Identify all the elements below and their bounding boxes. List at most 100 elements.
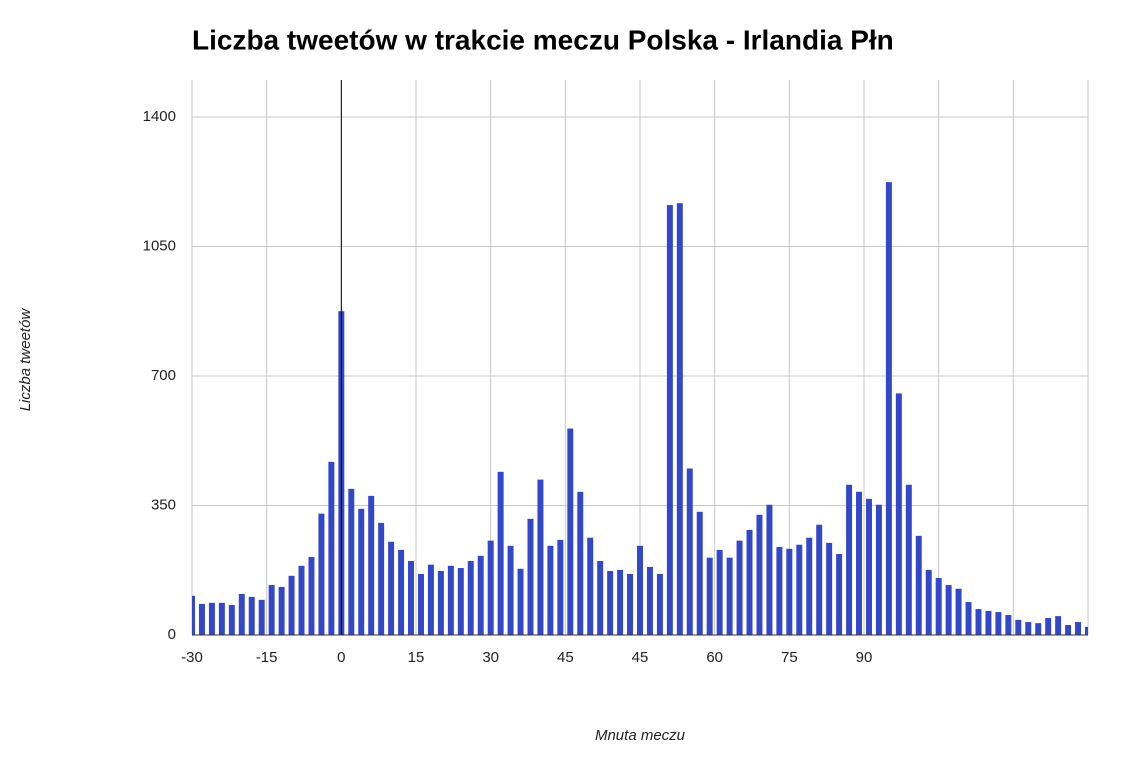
bar: [587, 537, 594, 635]
bar: [965, 602, 972, 635]
y-tick-label: 1050: [143, 237, 176, 254]
bar: [875, 504, 882, 635]
bar: [368, 495, 375, 635]
bar: [706, 557, 713, 635]
bar: [417, 573, 424, 635]
bar: [398, 549, 405, 635]
y-tick-label: 1400: [143, 108, 176, 125]
bar: [1075, 622, 1082, 635]
bar: [716, 549, 723, 635]
bar: [796, 544, 803, 635]
x-tick-label: 15: [408, 649, 425, 666]
bar: [457, 568, 464, 635]
bar: [905, 484, 912, 635]
bar: [198, 603, 205, 635]
bar: [1005, 615, 1012, 635]
bar: [895, 393, 902, 635]
bar: [646, 566, 653, 635]
x-axis-label: Mnuta meczu: [595, 727, 686, 744]
bar: [637, 545, 643, 635]
bar: [786, 548, 793, 635]
chart-title: Liczba tweetów w trakcie meczu Polska - …: [192, 24, 894, 55]
bar: [378, 522, 385, 635]
bar: [567, 428, 574, 635]
x-tick-label: 90: [856, 649, 873, 666]
bar: [756, 514, 763, 635]
bar: [477, 555, 484, 635]
bar: [617, 569, 624, 635]
bar: [1055, 616, 1062, 635]
x-tick-label: -15: [256, 649, 278, 666]
bar: [258, 599, 265, 635]
x-tick-label: -30: [181, 649, 203, 666]
bar: [1015, 619, 1022, 635]
bar: [676, 203, 683, 635]
bar: [666, 205, 673, 635]
bar: [537, 479, 544, 635]
bar: [318, 513, 325, 635]
x-tick-label: 75: [781, 649, 798, 666]
bar: [348, 488, 355, 635]
bar: [288, 575, 295, 635]
bar: [358, 508, 365, 635]
bar: [856, 491, 863, 635]
bar: [836, 553, 843, 635]
bar: [746, 529, 753, 635]
bar: [517, 568, 524, 635]
bar: [248, 596, 255, 635]
bar: [1045, 617, 1052, 635]
bar: [736, 540, 743, 635]
bar: [627, 573, 634, 635]
bar: [925, 569, 932, 635]
x-tick-label: 45: [632, 649, 649, 666]
bar: [656, 573, 663, 635]
bar: [607, 570, 614, 635]
bar: [208, 602, 215, 635]
bar: [1025, 622, 1032, 635]
x-tick-label: 45: [557, 649, 574, 666]
bar: [408, 561, 415, 635]
bar: [557, 539, 564, 635]
x-tick-label: 30: [482, 649, 499, 666]
bar: [766, 504, 773, 635]
bar: [846, 484, 853, 635]
y-tick-label: 0: [168, 626, 176, 643]
y-axis-label: Liczba tweetów: [17, 308, 34, 412]
bar: [1035, 623, 1042, 635]
bar: [816, 524, 823, 635]
bar: [597, 561, 604, 635]
bar: [696, 511, 703, 635]
bar: [238, 593, 245, 635]
y-tick-label: 700: [151, 367, 176, 384]
bar: [826, 542, 833, 635]
bar: [218, 602, 225, 635]
bar: [192, 595, 195, 635]
bar: [298, 565, 305, 635]
bar: [547, 545, 554, 635]
bar: [228, 605, 235, 635]
bar: [1065, 625, 1072, 635]
bar: [915, 535, 922, 635]
bar: [726, 557, 733, 635]
bar: [487, 540, 494, 635]
bar: [427, 564, 434, 635]
bar: [447, 565, 454, 635]
bar: [278, 586, 285, 635]
bar: [865, 498, 872, 635]
bar: [328, 461, 335, 635]
bar: [975, 609, 982, 635]
bar: [577, 491, 584, 635]
bar: [955, 588, 962, 635]
bar: [686, 468, 693, 635]
bar: [467, 561, 474, 635]
bar: [507, 545, 514, 635]
bar: [995, 612, 1002, 635]
bar: [308, 556, 315, 635]
bar: [806, 537, 813, 635]
bar: [268, 585, 275, 635]
x-tick-label: 0: [337, 649, 345, 666]
bar: [945, 585, 952, 635]
x-tick-label: 60: [706, 649, 723, 666]
y-tick-label: 350: [151, 496, 176, 513]
